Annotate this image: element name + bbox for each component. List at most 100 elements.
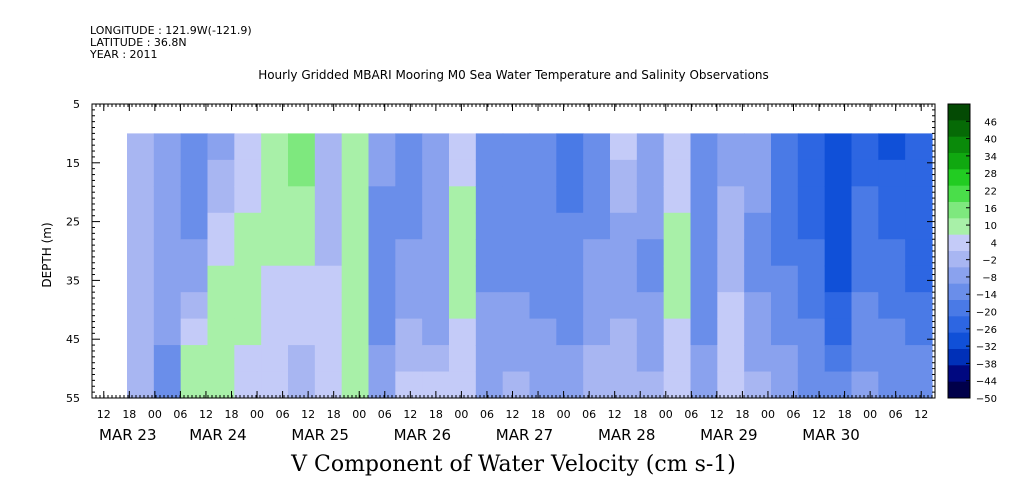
colorbar-tick-label: 40 (984, 135, 997, 146)
y-tick-label: 5 (73, 98, 80, 111)
heatmap-cell (314, 212, 343, 240)
x-date-label: MAR 28 (598, 426, 655, 444)
x-hour-tick-label: 06 (378, 408, 392, 421)
colorbar-swatch (948, 283, 970, 301)
y-tick-label: 55 (66, 392, 80, 405)
heatmap-cell (744, 133, 772, 161)
heatmap-cell (771, 371, 799, 399)
heatmap-cell (341, 186, 370, 214)
heatmap-cell (797, 159, 826, 187)
heatmap-cell (797, 186, 826, 214)
heatmap-cell (422, 265, 450, 293)
heatmap-cell (851, 212, 879, 240)
heatmap-cell (368, 292, 396, 320)
heatmap-cell (502, 371, 531, 399)
heatmap-cell (905, 292, 933, 320)
heatmap-cell (449, 186, 477, 214)
heatmap-cell (127, 239, 155, 267)
heatmap-cell (717, 212, 745, 240)
heatmap-cell (449, 159, 477, 187)
heatmap-cell (368, 133, 396, 161)
heatmap-cell (797, 133, 826, 161)
colorbar-tick-label: −20 (976, 308, 997, 319)
heatmap-cell (475, 186, 504, 214)
colorbar-swatch (948, 218, 970, 236)
heatmap-cell (502, 212, 531, 240)
heatmap-cell (288, 265, 316, 293)
heatmap-cell (636, 239, 665, 267)
heatmap-cell (207, 265, 235, 293)
heatmap-cell (127, 371, 155, 399)
heatmap-cell (422, 159, 450, 187)
heatmap-cell (288, 159, 316, 187)
heatmap-cell (797, 265, 826, 293)
heatmap-cell (824, 318, 853, 346)
y-tick-label: 25 (66, 216, 80, 229)
heatmap-cell (341, 239, 370, 267)
x-hour-tick-label: 00 (250, 408, 264, 421)
heatmap-cell (180, 212, 209, 240)
heatmap-cell (771, 133, 799, 161)
heatmap-cell (744, 239, 772, 267)
heatmap-cell (207, 133, 235, 161)
x-date-label: MAR 29 (700, 426, 757, 444)
heatmap-cell (690, 159, 718, 187)
heatmap-cell (449, 265, 477, 293)
heatmap-cell (771, 159, 799, 187)
heatmap-cell (851, 186, 879, 214)
heatmap-cell (422, 345, 450, 373)
heatmap-cell (878, 318, 906, 346)
colorbar-tick-label: −44 (976, 377, 997, 388)
heatmap-cell (314, 133, 343, 161)
colorbar-swatch (948, 251, 970, 268)
heatmap-cell (341, 212, 370, 240)
heatmap-cell (636, 318, 665, 346)
x-hour-tick-label: 00 (557, 408, 571, 421)
heatmap-cell (583, 345, 611, 373)
heatmap-cell (905, 318, 933, 346)
heatmap-cell (180, 133, 209, 161)
colorbar-tick-label: −14 (976, 290, 997, 301)
heatmap-cell (288, 345, 316, 373)
heatmap-cell (797, 292, 826, 320)
heatmap-cell (234, 292, 262, 320)
heatmap-cell (234, 159, 262, 187)
heatmap-cell (368, 239, 396, 267)
x-hour-tick-label: 06 (684, 408, 698, 421)
colorbar-swatch (948, 153, 970, 170)
heatmap-cell (583, 239, 611, 267)
colorbar-swatch (948, 185, 970, 203)
heatmap-cell (475, 159, 504, 187)
heatmap-cell (288, 239, 316, 267)
heatmap-cell (636, 159, 665, 187)
heatmap-cell (610, 186, 638, 214)
colorbar-swatch (948, 381, 970, 399)
colorbar-tick-label: 46 (984, 117, 997, 128)
colorbar-swatch (948, 332, 970, 350)
heatmap-cell (207, 186, 235, 214)
heatmap-cell (314, 265, 343, 293)
heatmap-cell (690, 318, 718, 346)
heatmap-cell (583, 265, 611, 293)
heatmap-cell (261, 186, 289, 214)
heatmap-cell (422, 186, 450, 214)
heatmap-cell (583, 318, 611, 346)
longitude-label: LONGITUDE : 121.9W(-121.9) (90, 24, 252, 37)
heatmap-cell (234, 186, 262, 214)
heatmap-cell (717, 159, 745, 187)
heatmap-cell (475, 265, 504, 293)
heatmap-cell (288, 186, 316, 214)
heatmap-cell (475, 371, 504, 399)
heatmap-cell (690, 345, 718, 373)
heatmap-cell (341, 159, 370, 187)
x-hour-tick-label: 12 (506, 408, 520, 421)
colorbar-frame (947, 103, 971, 399)
heatmap-cell (368, 318, 396, 346)
heatmap-cell (261, 159, 289, 187)
heatmap-cell (261, 345, 289, 373)
heatmap-cell (207, 292, 235, 320)
heatmap-cells (127, 133, 933, 399)
heatmap-cell (180, 318, 209, 346)
x-hour-tick-label: 00 (761, 408, 775, 421)
heatmap-cell (502, 318, 531, 346)
